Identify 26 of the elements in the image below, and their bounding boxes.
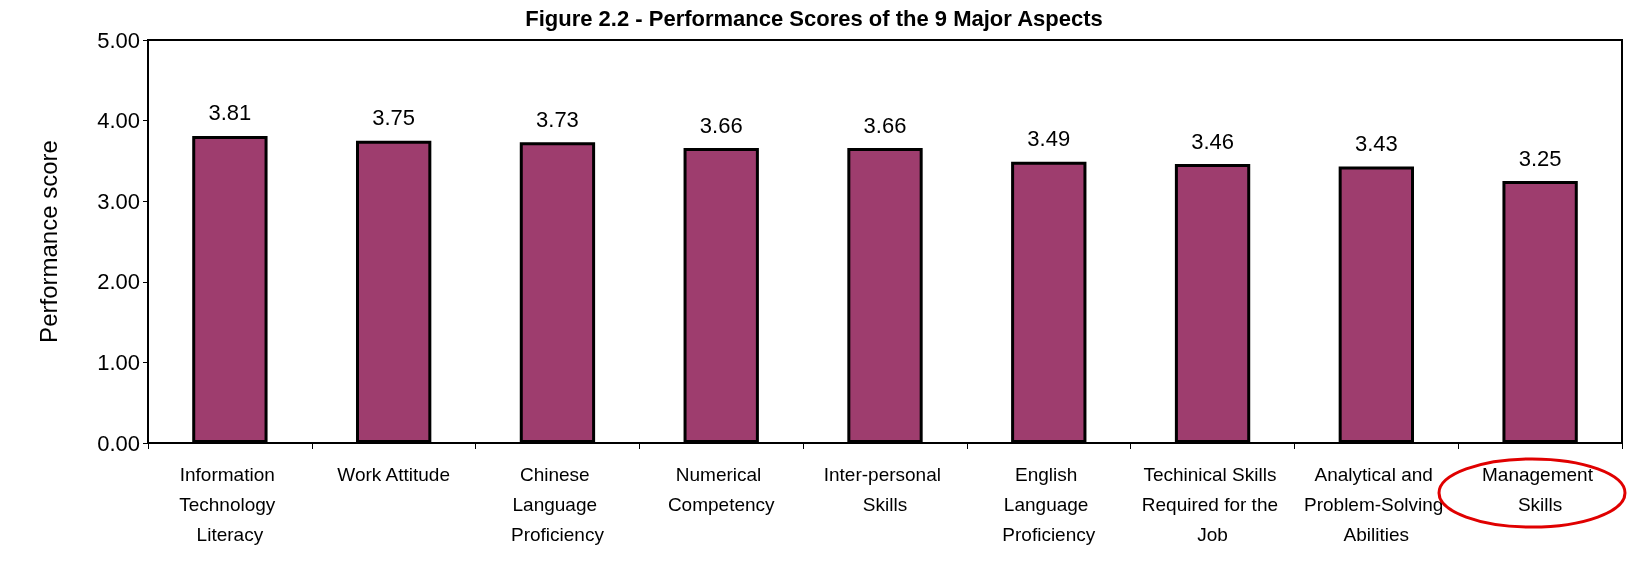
y-tick-label: 2.00 (97, 269, 140, 295)
y-tick-label: 1.00 (97, 349, 140, 375)
data-label: 3.75 (372, 105, 416, 131)
x-tick-label: Techinical Skills Required for the Job (1141, 463, 1284, 545)
x-tick-label: Analytical and Problem-Solving Abilities (1304, 463, 1449, 545)
x-tick-label: Information Technology Literacy (179, 463, 281, 545)
x-tick-label: Numerical Competency (667, 463, 776, 515)
data-label: 3.43 (1354, 131, 1398, 157)
y-axis-title: Performance score (34, 140, 62, 343)
data-label: 3.81 (208, 100, 252, 126)
x-tick-label: Work Attitude (337, 463, 450, 485)
data-label: 3.46 (1191, 128, 1234, 154)
chart-title: Figure 2.2 - Performance Scores of the 9 Major Aspects (525, 5, 1103, 31)
y-tick-label: 0.00 (97, 430, 140, 456)
y-tick-label: 5.00 (97, 27, 140, 53)
x-tick-label: Chinese Language Proficiency (510, 463, 605, 545)
data-label: 3.66 (863, 112, 907, 138)
data-label: 3.49 (1027, 126, 1071, 152)
data-label: 3.66 (699, 112, 743, 138)
y-tick-label: 4.00 (97, 108, 140, 134)
x-tick-label: Management Skills (1482, 463, 1599, 515)
data-label: 3.73 (536, 106, 579, 132)
x-tick-label: Inter-personal Skills (823, 463, 947, 515)
data-label: 3.25 (1518, 145, 1562, 171)
x-tick-label: English Language Proficiency (1002, 463, 1096, 545)
y-tick-label: 3.00 (97, 188, 140, 214)
